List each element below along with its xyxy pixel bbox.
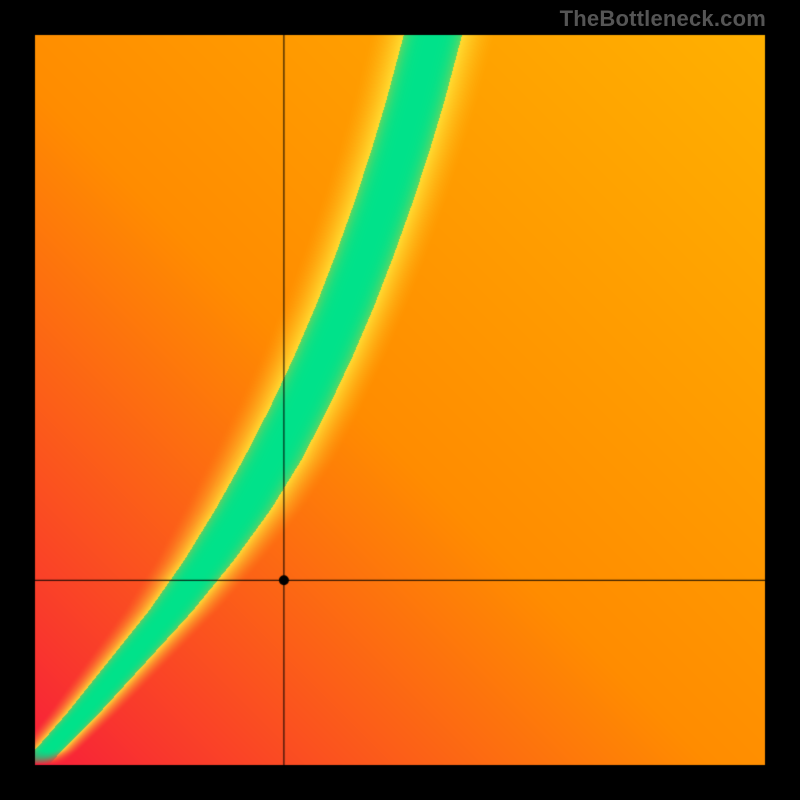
watermark-text: TheBottleneck.com [560, 6, 766, 32]
bottleneck-heatmap [0, 0, 800, 800]
